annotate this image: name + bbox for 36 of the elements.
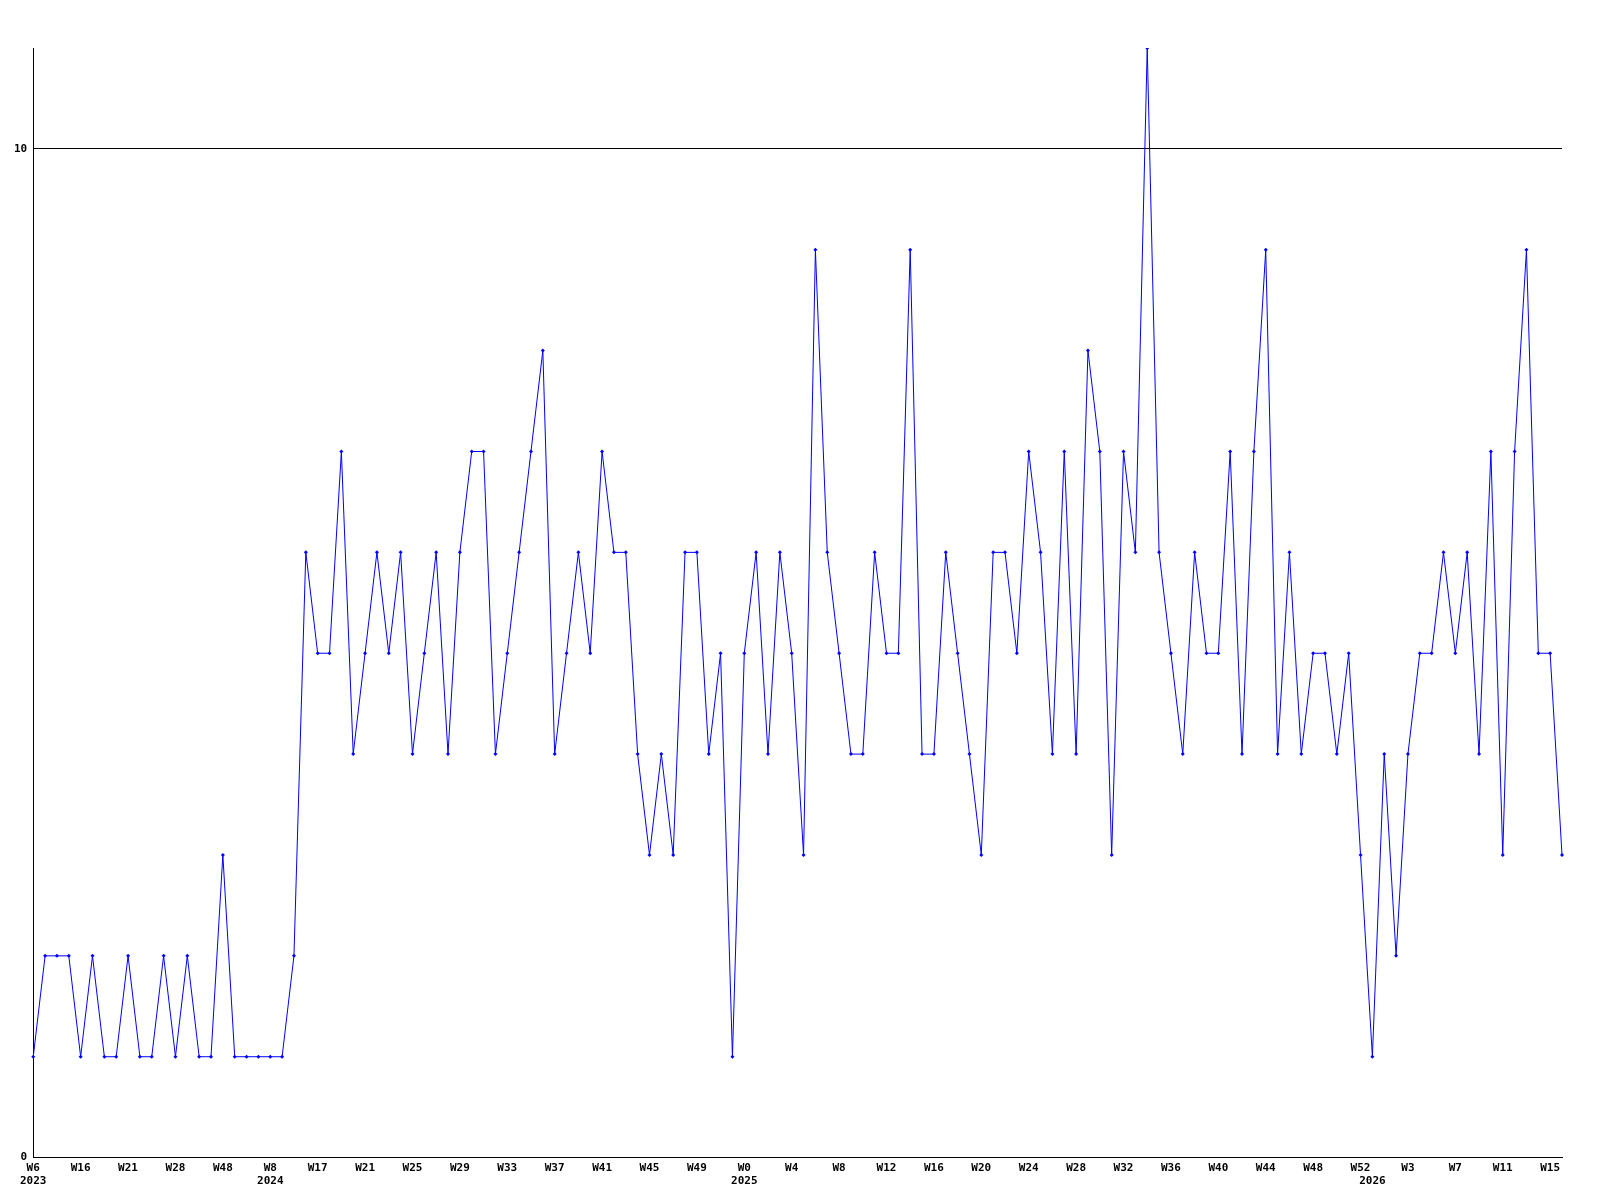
- x-tick-label: W6 2023: [20, 1161, 47, 1188]
- x-tick-label: W28: [1066, 1161, 1087, 1175]
- x-tick-label: W11: [1492, 1161, 1514, 1175]
- x-tick-label: W16: [70, 1161, 91, 1175]
- x-tick-label: W37: [544, 1161, 565, 1175]
- x-tick-label: W3: [1401, 1161, 1415, 1175]
- x-tick-label: W52: [1350, 1161, 1371, 1175]
- x-tick-label: W45: [639, 1161, 660, 1175]
- x-tick-label: W7: [1448, 1161, 1462, 1175]
- x-tick-label: W40: [1208, 1161, 1229, 1175]
- x-tick-label: W28: [165, 1161, 186, 1175]
- y-tick-label: 10: [14, 141, 28, 155]
- x-tick-label: W48: [1303, 1161, 1324, 1175]
- x-tick-label: W32: [1113, 1161, 1134, 1175]
- x-tick-label: W17: [307, 1161, 328, 1175]
- x-tick-label: W8: [832, 1161, 846, 1175]
- x-tick-label: 2026: [1359, 1174, 1386, 1188]
- x-tick-label: W21: [118, 1161, 139, 1175]
- x-tick-label: W36: [1160, 1161, 1182, 1175]
- x-tick-label: W44: [1255, 1161, 1277, 1175]
- x-tick-label: W12: [876, 1161, 897, 1175]
- x-tick-label: W24: [1018, 1161, 1040, 1175]
- x-tick-label: W8 2024: [257, 1161, 284, 1188]
- x-tick-label: W4: [785, 1161, 799, 1175]
- x-tick-label: W21: [355, 1161, 376, 1175]
- x-tick-label: W29: [449, 1161, 470, 1175]
- x-tick-label: W33: [497, 1161, 518, 1175]
- x-tick-label: W0 2025: [731, 1161, 758, 1188]
- x-tick-label: W49: [686, 1161, 707, 1175]
- x-tick-label: W48: [212, 1161, 233, 1175]
- x-tick-label: W20: [971, 1161, 992, 1175]
- x-tick-label: W25: [402, 1161, 423, 1175]
- y-tick-label: 0: [20, 1150, 28, 1164]
- x-tick-label: W16: [923, 1161, 945, 1175]
- x-tick-label: W41: [592, 1161, 613, 1175]
- x-tick-label: W15: [1540, 1161, 1561, 1175]
